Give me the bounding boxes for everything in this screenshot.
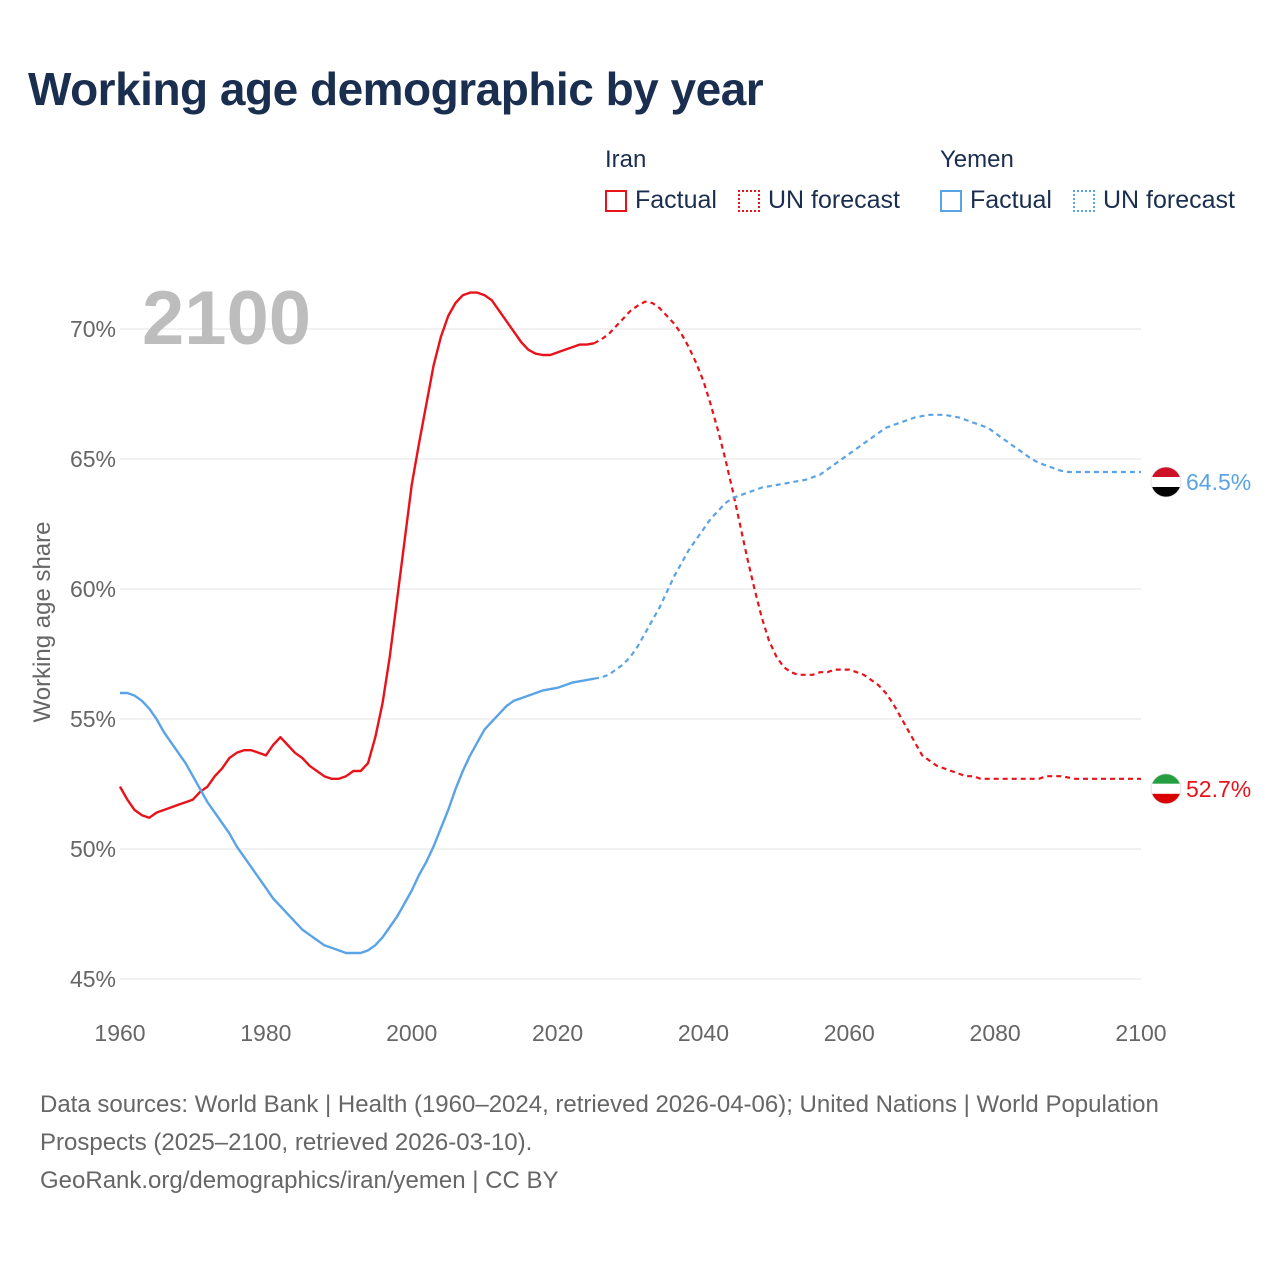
x-tick-label: 2000 bbox=[386, 1020, 437, 1046]
legend-group-iran: Iran bbox=[605, 146, 647, 173]
legend-yemen-factual-label: Factual bbox=[970, 186, 1052, 214]
iran-flag-icon bbox=[1150, 773, 1182, 805]
y-tick-label: 55% bbox=[70, 706, 116, 732]
legend-iran-factual[interactable]: Factual bbox=[605, 186, 717, 215]
yemen-flag-icon bbox=[1150, 466, 1182, 498]
gridlines bbox=[120, 328, 1141, 980]
x-axis-ticks: 1960 1980 2000 2020 2040 2060 2080 2100 bbox=[94, 1020, 1166, 1046]
line-chart: 45% 50% 55% 60% 65% 70% 1960 1980 2000 2020 2040 2… bbox=[29, 276, 1251, 1046]
yemen-end-label: 64.5% bbox=[1186, 469, 1251, 495]
yemen-factual-line bbox=[120, 677, 595, 955]
x-tick-label: 2100 bbox=[1115, 1020, 1166, 1046]
x-tick-label: 2060 bbox=[824, 1020, 875, 1046]
y-tick-label: 60% bbox=[70, 576, 116, 602]
iran-factual-line bbox=[118, 291, 595, 819]
footer-sources: Data sources: World Bank | Health (1960–… bbox=[40, 1091, 1159, 1156]
legend-group-yemen: Yemen bbox=[940, 146, 1014, 173]
y-tick-label: 70% bbox=[70, 316, 116, 342]
legend-yemen-forecast-label: UN forecast bbox=[1103, 186, 1235, 214]
page-title: Working age demographic by year bbox=[28, 63, 764, 115]
footer-link[interactable]: GeoRank.org/demographics/iran/yemen | CC… bbox=[40, 1167, 559, 1194]
y-tick-label: 45% bbox=[70, 966, 116, 992]
legend-yemen-factual-swatch bbox=[940, 189, 962, 212]
x-tick-label: 2080 bbox=[970, 1020, 1021, 1046]
yemen-forecast-line bbox=[593, 413, 1141, 680]
legend-iran-forecast-label: UN forecast bbox=[768, 186, 900, 214]
series-lines bbox=[118, 291, 1141, 955]
y-axis-ticks: 45% 50% 55% 60% 65% 70% bbox=[70, 316, 116, 992]
legend-iran-factual-label: Factual bbox=[635, 186, 717, 214]
footer: Data sources: World Bank | Health (1960–… bbox=[40, 1086, 1220, 1200]
year-watermark: 2100 bbox=[142, 276, 311, 361]
x-tick-label: 2040 bbox=[678, 1020, 729, 1046]
legend-iran-factual-swatch bbox=[605, 189, 627, 212]
iran-forecast-line bbox=[593, 300, 1141, 780]
x-tick-label: 1960 bbox=[94, 1020, 145, 1046]
iran-end-label: 52.7% bbox=[1186, 776, 1251, 802]
y-tick-label: 65% bbox=[70, 446, 116, 472]
y-tick-label: 50% bbox=[70, 836, 116, 862]
legend-iran-forecast[interactable]: UN forecast bbox=[738, 186, 900, 215]
y-axis-label: Working age share bbox=[29, 522, 56, 723]
legend-yemen-forecast-swatch bbox=[1073, 189, 1095, 212]
x-tick-label: 2020 bbox=[532, 1020, 583, 1046]
end-markers: 52.7% 64.5% bbox=[1150, 466, 1251, 805]
x-tick-label: 1980 bbox=[240, 1020, 291, 1046]
legend-iran-forecast-swatch bbox=[738, 189, 760, 212]
legend-yemen-factual[interactable]: Factual bbox=[940, 186, 1052, 215]
legend-yemen-forecast[interactable]: UN forecast bbox=[1073, 186, 1235, 215]
